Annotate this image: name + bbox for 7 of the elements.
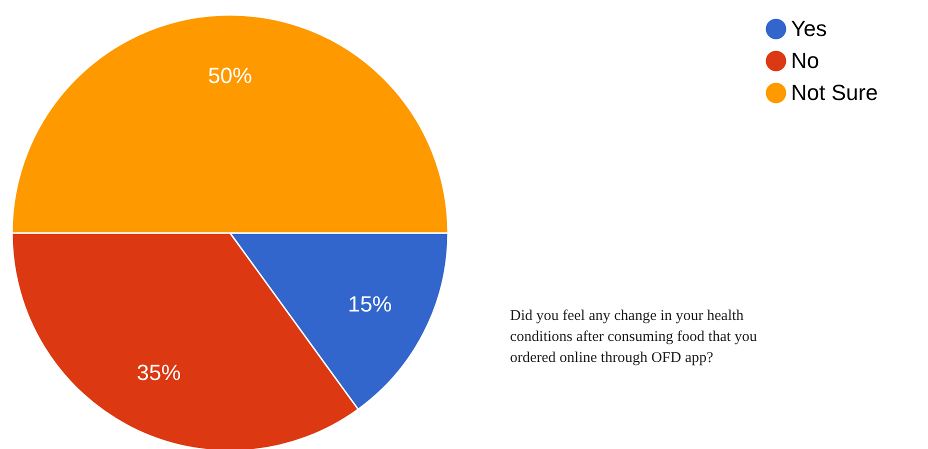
- legend-label: Not Sure: [791, 80, 878, 105]
- data-label: 50%: [208, 63, 252, 88]
- legend-label: Yes: [791, 16, 827, 41]
- text: Did you feel any change in your health conditions after consuming food that you ordered online through OFD app?: [510, 308, 758, 366]
- legend-label: No: [791, 48, 820, 73]
- data-label: 35%: [136, 360, 181, 385]
- data-label: 15%: [348, 291, 392, 316]
